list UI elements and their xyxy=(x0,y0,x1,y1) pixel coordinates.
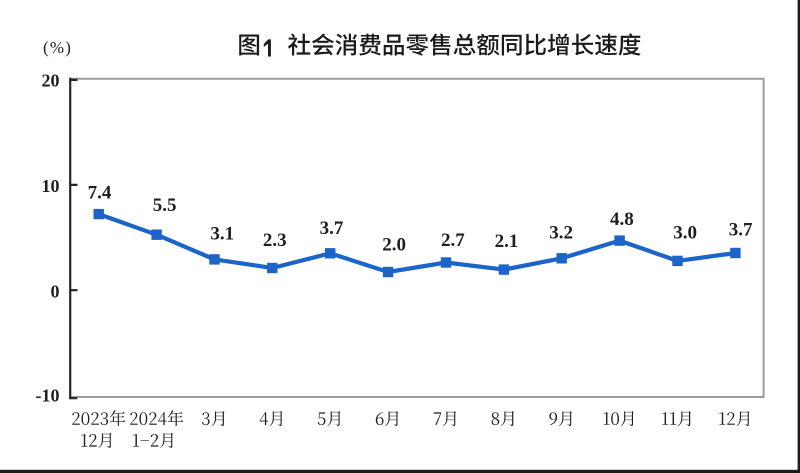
svg-text:3.7: 3.7 xyxy=(320,218,344,239)
svg-text:4.8: 4.8 xyxy=(610,209,634,230)
svg-text:3.1: 3.1 xyxy=(210,224,234,245)
svg-text:2.3: 2.3 xyxy=(263,230,287,251)
svg-text:3.2: 3.2 xyxy=(549,223,573,244)
svg-text:-10: -10 xyxy=(36,385,60,405)
svg-text:2.1: 2.1 xyxy=(495,231,519,252)
svg-text:20: 20 xyxy=(42,70,60,90)
svg-text:3.0: 3.0 xyxy=(673,223,697,244)
svg-text:0: 0 xyxy=(51,281,60,301)
svg-text:3.7: 3.7 xyxy=(729,220,753,241)
svg-text:5.5: 5.5 xyxy=(153,195,177,216)
svg-text:10: 10 xyxy=(42,176,60,196)
svg-text:2.0: 2.0 xyxy=(382,234,406,255)
svg-text:(%): (%) xyxy=(43,38,72,57)
svg-text:7.4: 7.4 xyxy=(88,183,112,204)
svg-text:2.7: 2.7 xyxy=(441,230,465,251)
